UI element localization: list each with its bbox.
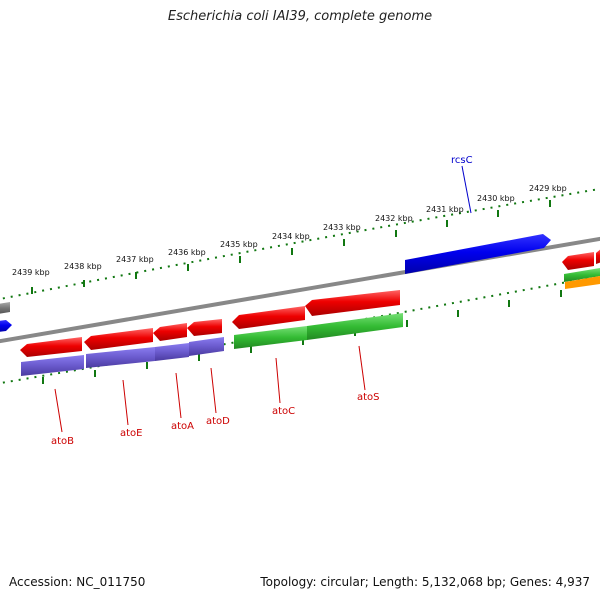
cog-orange-right[interactable]: [565, 276, 600, 289]
gene-label-atoB[interactable]: atoB: [51, 436, 74, 447]
cds-atoD[interactable]: [187, 319, 222, 336]
tick-label: 2437 kbp: [116, 255, 154, 264]
cog-atoD[interactable]: [189, 337, 224, 356]
leader-atoC: [275, 357, 281, 404]
cog-atoA[interactable]: [155, 343, 189, 361]
feature-blue-left[interactable]: [0, 320, 12, 332]
cds-rcsC[interactable]: [405, 234, 551, 274]
cds-atoC[interactable]: [232, 306, 305, 329]
feature-grey[interactable]: [0, 302, 10, 314]
tick-label: 2436 kbp: [168, 248, 206, 257]
leader-atoS: [358, 345, 366, 391]
tick-label: 2432 kbp: [375, 214, 413, 223]
leader-atoB: [54, 388, 63, 433]
cog-atoE[interactable]: [86, 347, 155, 368]
leader-rcsC: [461, 165, 472, 214]
gene-label-atoA[interactable]: atoA: [171, 421, 194, 432]
cds-red-edge[interactable]: [596, 248, 600, 264]
leader-atoE: [122, 379, 129, 426]
cds-red-right[interactable]: [562, 252, 594, 270]
cds-atoB[interactable]: [20, 337, 82, 357]
map-title: Escherichia coli IAI39, complete genome: [167, 9, 433, 24]
cog-green-right[interactable]: [564, 268, 600, 282]
tick-label: 2439 kbp: [12, 268, 50, 277]
tick-label: 2430 kbp: [477, 194, 515, 203]
leader-atoD: [210, 367, 217, 414]
tick-label: 2429 kbp: [529, 184, 567, 193]
gene-label-atoE[interactable]: atoE: [120, 428, 143, 439]
tick-label: 2431 kbp: [426, 205, 464, 214]
cds-atoA[interactable]: [153, 323, 187, 341]
leader-atoA: [175, 372, 182, 419]
tick-label: 2434 kbp: [272, 232, 310, 241]
tick-label: 2435 kbp: [220, 240, 258, 249]
tick-label: 2433 kbp: [323, 223, 361, 232]
gene-label-atoD[interactable]: atoD: [206, 416, 230, 427]
cds-atoE[interactable]: [84, 328, 153, 350]
cog-atoB[interactable]: [21, 355, 84, 376]
genome-summary: Topology: circular; Length: 5,132,068 bp…: [260, 575, 590, 589]
gene-label-atoC[interactable]: atoC: [272, 406, 295, 417]
major-ticks: [31, 200, 562, 384]
accession-text: Accession: NC_011750: [9, 575, 146, 589]
cog-atoC[interactable]: [234, 326, 307, 349]
cog-atoS[interactable]: [307, 313, 403, 340]
cds-atoS[interactable]: [305, 290, 400, 316]
tick-labels: 2439 kbp 2438 kbp 2437 kbp 2436 kbp 2435…: [12, 184, 567, 277]
gene-label-rcsC[interactable]: rcsC: [451, 155, 473, 166]
gene-label-atoS[interactable]: atoS: [357, 392, 380, 403]
tick-label: 2438 kbp: [64, 262, 102, 271]
